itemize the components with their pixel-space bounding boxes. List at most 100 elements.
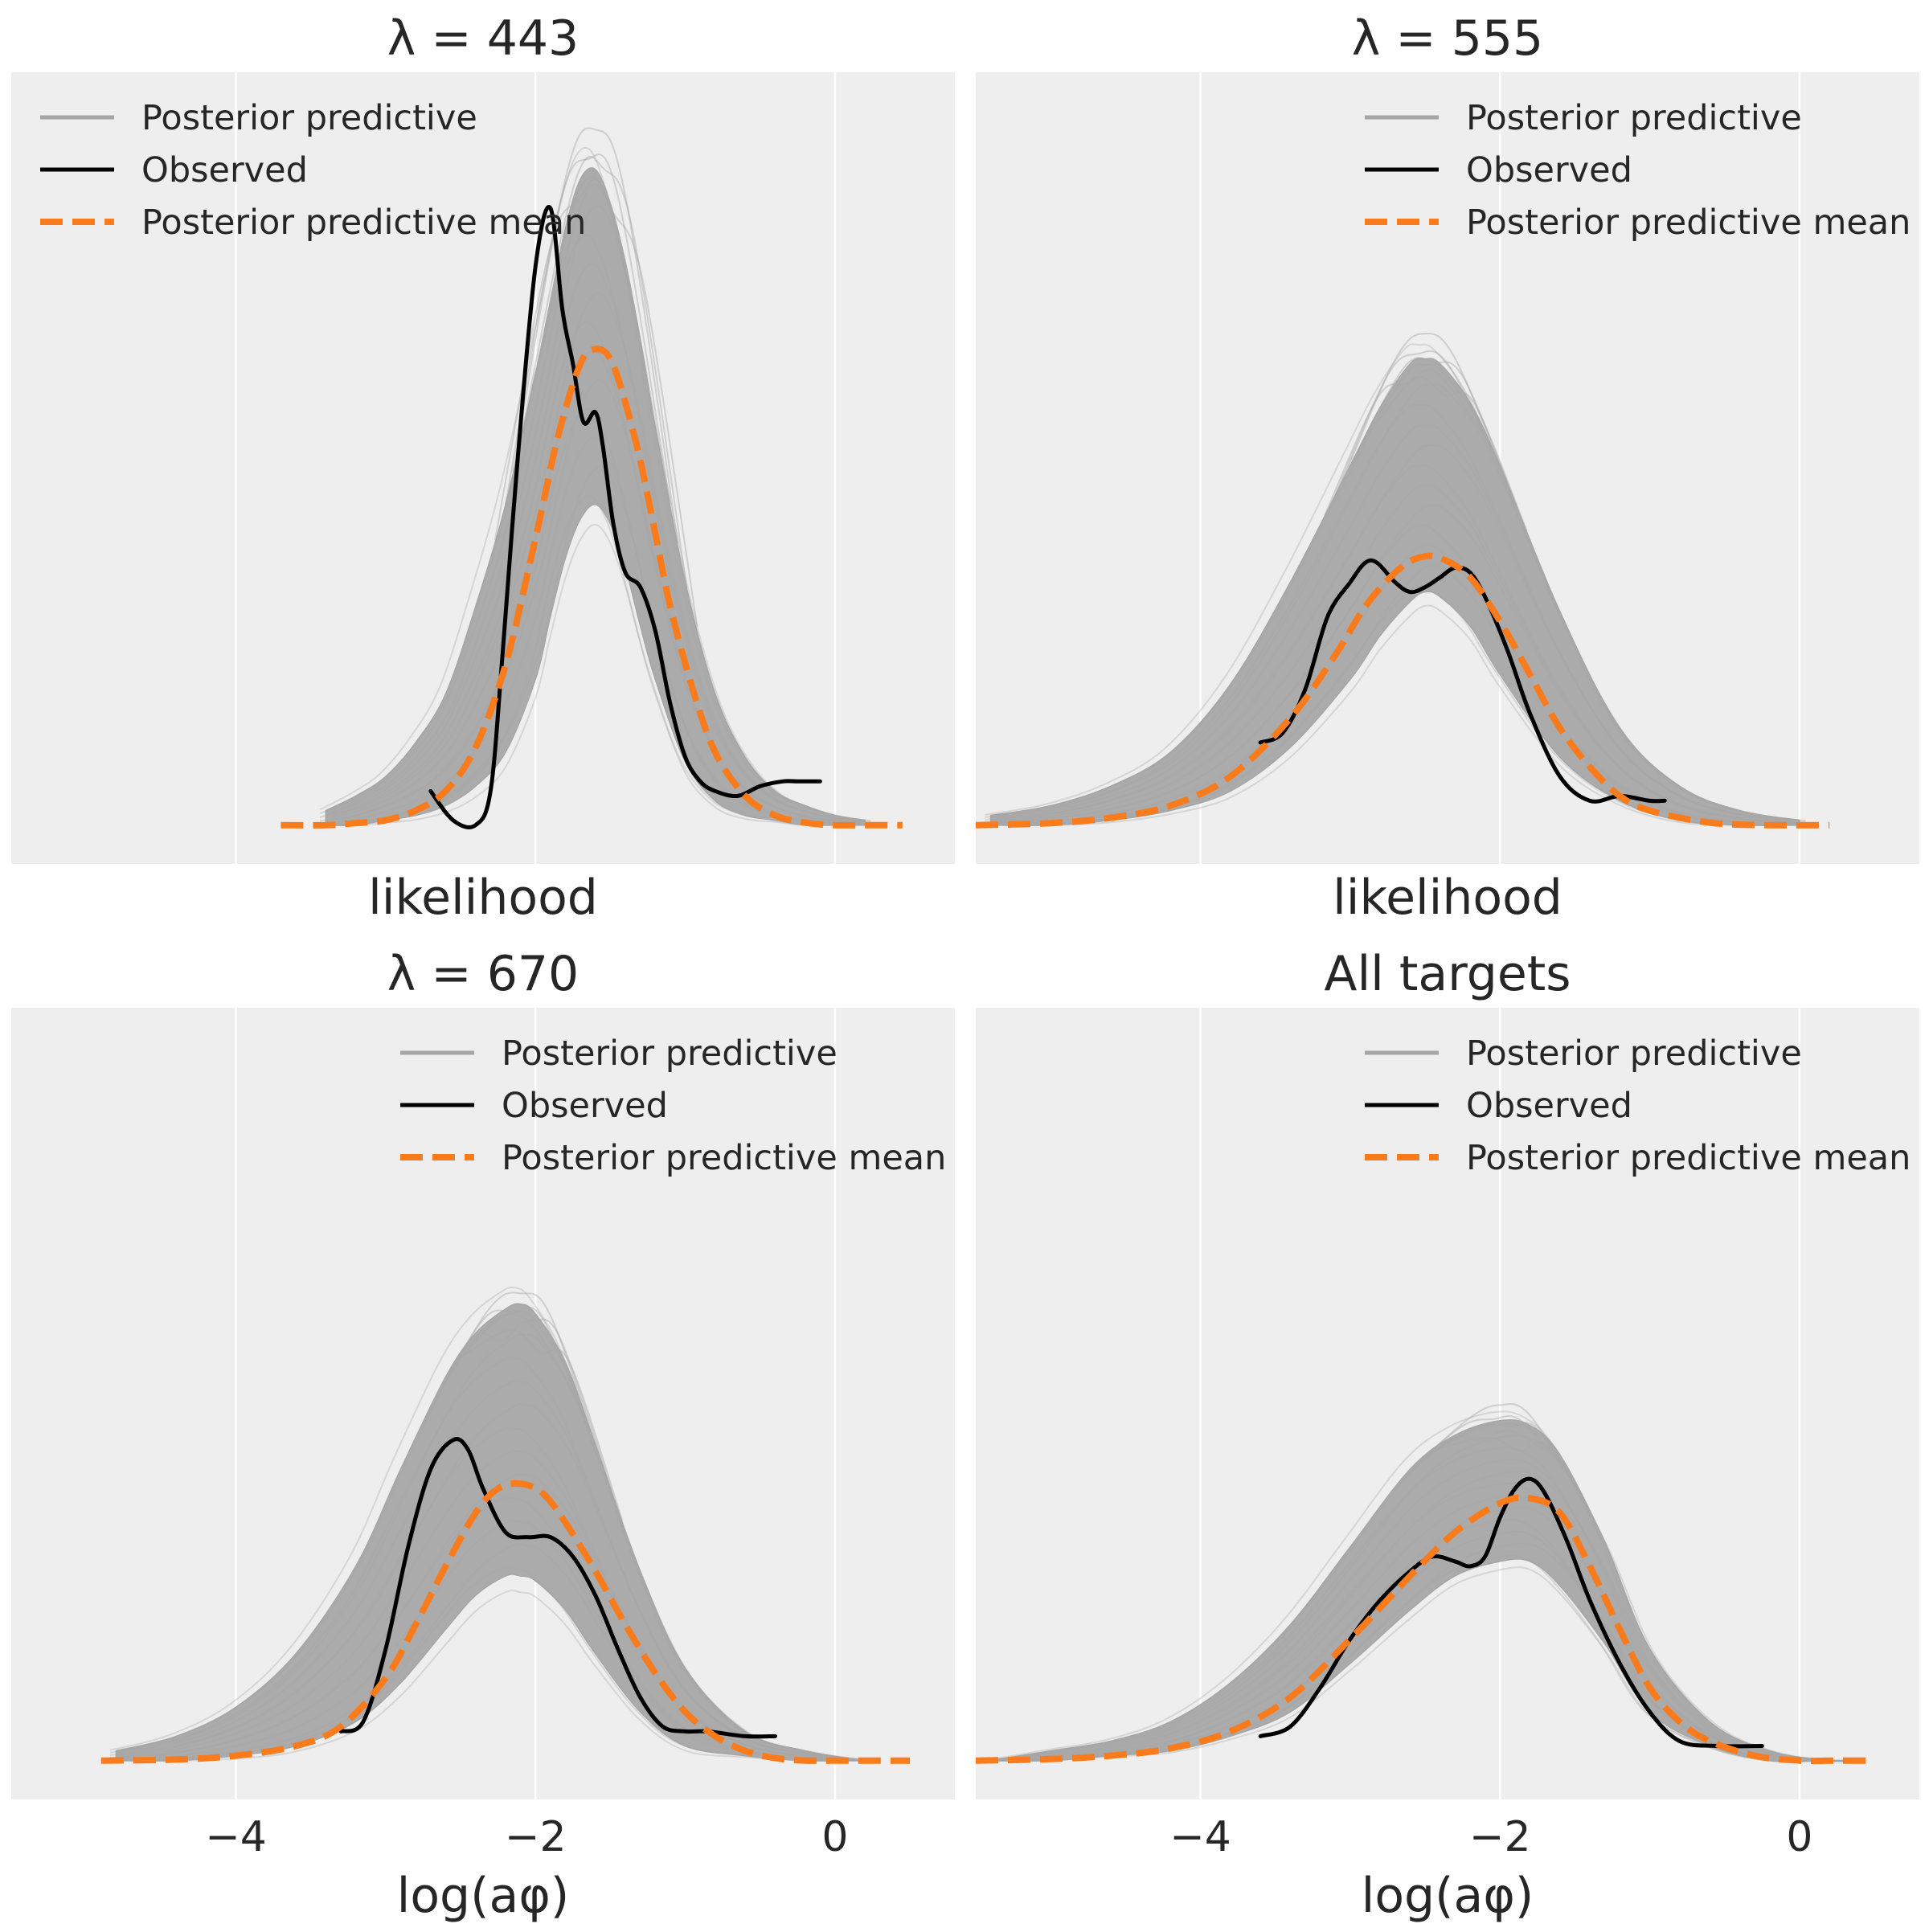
legend-posterior-predictive-label: Posterior predictive <box>1466 98 1802 138</box>
subplot-1: λ = 443 likelihood Posterior predictive Obs… <box>11 10 955 926</box>
x-tick-label: −2 <box>1469 1813 1531 1861</box>
posterior-predictive-peak-draw <box>512 127 679 544</box>
x-axis-label: log(aφ) <box>397 1868 570 1924</box>
legend: Posterior predictive Observed Posterior pr… <box>400 1034 946 1178</box>
plot-series <box>976 1403 1875 1765</box>
legend-posterior-predictive-label: Posterior predictive <box>1466 1034 1802 1074</box>
subplot-title: All targets <box>1324 946 1571 1002</box>
posterior-predictive-draw <box>985 1447 1854 1762</box>
posterior-predictive-peak-draw <box>1334 350 1501 496</box>
posterior-predictive-band <box>325 167 866 826</box>
posterior-predictive-draw <box>985 403 1794 822</box>
posterior-predictive-draw <box>985 343 1794 821</box>
posterior-predictive-draw <box>990 363 1800 821</box>
plot-series <box>100 1287 911 1764</box>
legend-observed-label: Observed <box>502 1086 668 1126</box>
legend-posterior-predictive-mean-label: Posterior predictive mean <box>1466 203 1911 243</box>
x-axis-label: likelihood <box>1333 870 1562 926</box>
posterior-predictive-mean-line <box>100 1480 911 1764</box>
posterior-predictive-mean-line <box>976 552 1830 829</box>
posterior-predictive-draw <box>990 1459 1860 1762</box>
posterior-predictive-peak-draw <box>1362 376 1528 532</box>
posterior-predictive-mean-line <box>281 346 903 829</box>
x-tick-label: −2 <box>505 1813 567 1861</box>
posterior-predictive-peak-draw <box>457 1328 624 1521</box>
posterior-predictive-draw <box>109 1426 859 1762</box>
posterior-predictive-draw <box>325 175 866 821</box>
legend-posterior-predictive-label: Posterior predictive <box>502 1034 838 1074</box>
posterior-predictive-draw <box>996 383 1806 822</box>
legend-observed-label: Observed <box>141 150 308 190</box>
posterior-predictive-draw <box>985 1483 1854 1762</box>
posterior-predictive-band <box>990 1419 1860 1762</box>
posterior-predictive-peak-draw <box>1399 1429 1565 1484</box>
posterior-predictive-draw <box>109 1357 859 1762</box>
posterior-predictive-draw <box>996 1435 1866 1762</box>
posterior-predictive-draw <box>319 234 859 822</box>
posterior-predictive-draw <box>997 504 1806 825</box>
posterior-predictive-peak-draw <box>1417 1403 1583 1499</box>
posterior-predictive-draw <box>326 436 866 825</box>
subplot-3: λ = 670 −4 −2 0 log(aφ) Posterior predictive O… <box>11 946 955 1924</box>
x-tick-label: 0 <box>1786 1813 1812 1861</box>
posterior-predictive-peak-draw <box>446 1312 613 1492</box>
posterior-predictive-draw <box>121 1403 871 1762</box>
posterior-predictive-draw <box>109 1566 859 1762</box>
posterior-predictive-draw <box>116 1310 866 1762</box>
posterior-predictive-peak-draw <box>1426 1422 1592 1517</box>
subplot-4: All targets −4 −2 0 log(aφ) Posterior predict… <box>976 946 1919 1924</box>
plot-series <box>976 333 1830 829</box>
legend-posterior-predictive-mean-label: Posterior predictive mean <box>141 203 586 243</box>
posterior-predictive-draw <box>331 379 871 825</box>
posterior-predictive-peak-draw <box>429 1306 596 1446</box>
posterior-predictive-draw <box>990 1495 1860 1762</box>
legend: Posterior predictive Observed Posterior pr… <box>1365 1034 1911 1178</box>
posterior-predictive-draw <box>331 292 871 823</box>
posterior-predictive-draw <box>116 1590 866 1762</box>
posterior-predictive-draw <box>990 1422 1860 1762</box>
x-axis-label: likelihood <box>368 870 598 926</box>
posterior-predictive-mean-line <box>976 1494 1875 1765</box>
posterior-predictive-draw <box>319 146 859 821</box>
posterior-predictive-draw <box>990 544 1800 825</box>
posterior-predictive-peak-draw <box>437 1291 604 1467</box>
posterior-predictive-draw <box>326 523 866 826</box>
posterior-predictive-draw <box>996 444 1806 823</box>
legend-posterior-predictive-label: Posterior predictive <box>141 98 477 138</box>
posterior-predictive-draw <box>109 1496 859 1762</box>
x-tick-label: −4 <box>1169 1813 1231 1861</box>
legend-observed-label: Observed <box>1466 150 1632 190</box>
legend-posterior-predictive-mean-label: Posterior predictive mean <box>1466 1138 1911 1178</box>
posterior-predictive-draw <box>985 464 1794 824</box>
plot-area <box>976 1008 1919 1799</box>
posterior-predictive-draw <box>331 465 871 825</box>
posterior-predictive-draw <box>996 1471 1866 1762</box>
posterior-predictive-peak-draw <box>1341 333 1509 485</box>
legend-observed-label: Observed <box>1466 1086 1632 1126</box>
x-tick-label: −4 <box>205 1813 267 1861</box>
posterior-predictive-draw <box>109 1287 859 1762</box>
posterior-predictive-draw <box>319 407 859 825</box>
subplot-title: λ = 670 <box>387 946 579 1002</box>
posterior-predictive-band <box>989 358 1800 826</box>
posterior-predictive-draw <box>325 263 866 823</box>
posterior-predictive-peak-draw <box>1324 369 1491 516</box>
posterior-predictive-peak-draw <box>521 156 688 588</box>
posterior-predictive-peak-draw <box>505 153 671 505</box>
legend: Posterior predictive Observed Posterior pr… <box>1365 98 1911 243</box>
plot-series <box>281 127 903 829</box>
posterior-predictive-peak-draw <box>1350 357 1517 506</box>
legend: Posterior predictive Observed Posterior pr… <box>40 98 586 243</box>
x-tick-label: 0 <box>821 1813 848 1861</box>
subplot-2: λ = 555 likelihood Posterior predictive Obs… <box>976 10 1919 926</box>
observed-line <box>428 205 822 829</box>
posterior-predictive-peak-draw <box>531 183 698 628</box>
x-axis-label: log(aφ) <box>1362 1868 1534 1924</box>
posterior-predictive-draw <box>985 584 1794 826</box>
posterior-predictive-peak-draw <box>1409 1414 1576 1484</box>
posterior-predictive-draw <box>990 604 1800 826</box>
posterior-predictive-draw <box>985 524 1794 825</box>
subplot-title: λ = 443 <box>387 10 579 67</box>
